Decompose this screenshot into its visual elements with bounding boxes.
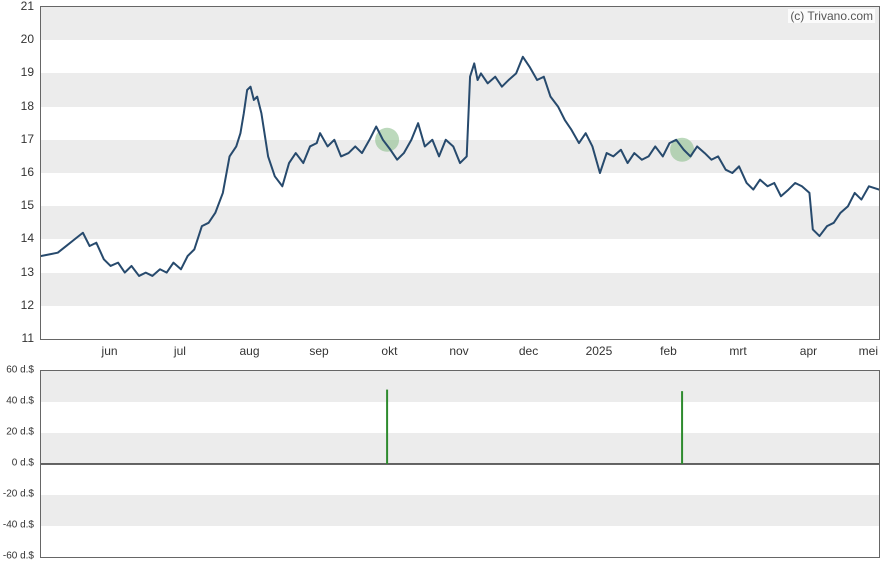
price-xtick: sep [309, 340, 328, 358]
price-ytick: 21 [21, 0, 40, 13]
price-ytick: 14 [21, 231, 40, 245]
price-ytick: 17 [21, 132, 40, 146]
price-chart-panel: (c) Trivano.com [40, 6, 880, 340]
volume-chart-panel [40, 370, 880, 558]
price-ytick: 19 [21, 65, 40, 79]
price-ytick: 20 [21, 32, 40, 46]
volume-ytick: 20 d.$ [6, 427, 40, 438]
price-xtick: apr [800, 340, 817, 358]
volume-ytick: 60 d.$ [6, 365, 40, 376]
price-ytick: 16 [21, 165, 40, 179]
volume-ytick: 40 d.$ [6, 396, 40, 407]
price-xtick: nov [449, 340, 468, 358]
price-ytick: 15 [21, 198, 40, 212]
price-xtick: aug [239, 340, 259, 358]
chart-container: { "attribution": "(c) Trivano.com", "lay… [0, 0, 888, 565]
volume-chart-svg [41, 371, 879, 557]
price-xtick: feb [660, 340, 677, 358]
attribution-label: (c) Trivano.com [788, 9, 875, 23]
price-xtick: dec [519, 340, 538, 358]
volume-ytick: 0 d.$ [12, 458, 40, 469]
price-xtick: jun [102, 340, 118, 358]
volume-ytick: -40 d.$ [3, 520, 40, 531]
price-ytick: 11 [22, 331, 40, 345]
volume-bar [681, 391, 683, 464]
volume-ytick: -60 d.$ [3, 551, 40, 562]
price-xtick: mei [859, 340, 878, 358]
price-xtick: mrt [729, 340, 746, 358]
price-chart-svg [41, 7, 879, 339]
price-xtick: okt [381, 340, 397, 358]
volume-bar [386, 390, 388, 464]
price-ytick: 13 [21, 265, 40, 279]
price-ytick: 12 [21, 298, 40, 312]
price-xtick: 2025 [586, 340, 613, 358]
price-line [41, 57, 879, 276]
price-ytick: 18 [21, 99, 40, 113]
volume-ytick: -20 d.$ [3, 489, 40, 500]
price-xtick: jul [174, 340, 186, 358]
